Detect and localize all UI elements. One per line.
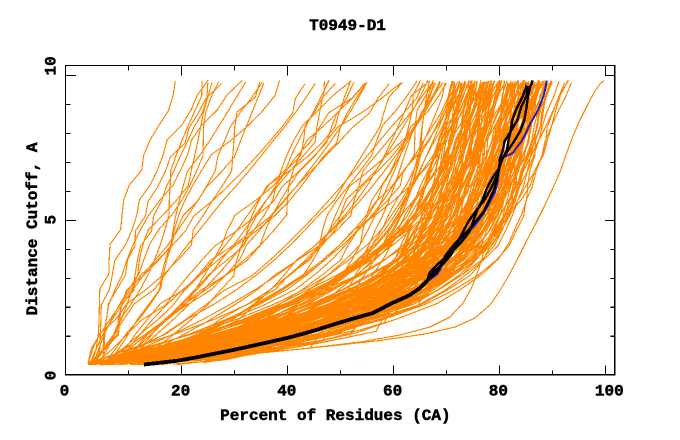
- svg-text:10: 10: [42, 56, 60, 75]
- svg-text:100: 100: [595, 382, 624, 400]
- svg-text:Percent of Residues (CA): Percent of Residues (CA): [220, 407, 450, 425]
- svg-text:60: 60: [383, 382, 402, 400]
- svg-text:T0949-D1: T0949-D1: [309, 17, 386, 35]
- svg-text:20: 20: [171, 382, 190, 400]
- svg-text:5: 5: [42, 215, 60, 225]
- svg-text:80: 80: [489, 382, 508, 400]
- svg-text:0: 0: [42, 371, 60, 381]
- svg-text:40: 40: [277, 382, 296, 400]
- svg-text:Distance Cutoff, A: Distance Cutoff, A: [24, 142, 42, 315]
- svg-text:0: 0: [60, 382, 70, 400]
